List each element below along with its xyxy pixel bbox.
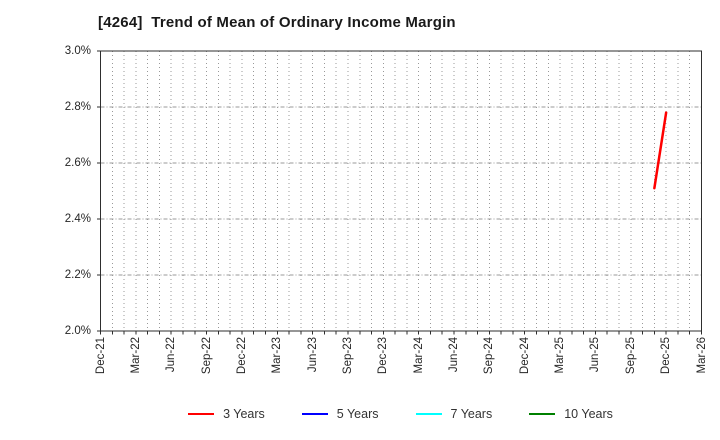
legend-item-10-years: 10 Years xyxy=(529,407,613,421)
x-tick-label: Jun-25 xyxy=(589,337,602,373)
legend-item-7-years: 7 Years xyxy=(415,407,493,421)
y-tick-label: 2.8% xyxy=(64,101,91,113)
legend-item-5-years: 5 Years xyxy=(301,407,379,421)
legend-line-swatch xyxy=(188,413,215,415)
legend-label: 5 Years xyxy=(336,407,379,421)
chart-title: [4264] Trend of Mean of Ordinary Income … xyxy=(98,14,456,31)
legend-label: 3 Years xyxy=(223,407,265,421)
legend-line-swatch xyxy=(529,413,556,415)
x-tick-label: Dec-23 xyxy=(377,337,390,375)
y-tick-label: 3.0% xyxy=(64,45,91,57)
x-tick-label: Dec-24 xyxy=(518,337,531,375)
plot-border xyxy=(99,50,703,332)
y-tick-label: 2.6% xyxy=(64,157,91,169)
x-tick-label: Mar-26 xyxy=(695,337,708,374)
x-tick-label: Dec-25 xyxy=(660,337,673,375)
legend-line-swatch xyxy=(415,413,442,415)
x-tick-label: Sep-22 xyxy=(200,337,213,375)
x-tick-label: Sep-24 xyxy=(483,337,496,375)
x-tick-label: Mar-23 xyxy=(271,337,284,374)
legend-label: 10 Years xyxy=(564,407,613,421)
x-tick-label: Mar-25 xyxy=(554,337,567,374)
x-tick-label: Jun-22 xyxy=(165,337,178,373)
x-tick-label: Mar-24 xyxy=(412,337,425,374)
legend-line-swatch xyxy=(301,413,328,415)
legend: 3 Years 5 Years 7 Years 10 Years xyxy=(100,403,701,425)
legend-label: 7 Years xyxy=(450,407,493,421)
y-tick-label: 2.4% xyxy=(64,213,91,225)
x-tick-label: Dec-22 xyxy=(235,337,248,375)
x-tick-label: Sep-25 xyxy=(624,337,637,375)
x-tick-label: Jun-24 xyxy=(448,337,461,373)
y-tick-label: 2.0% xyxy=(64,325,91,337)
x-tick-label: Sep-23 xyxy=(341,337,354,375)
y-tick-label: 2.2% xyxy=(64,269,91,281)
legend-item-3-years: 3 Years xyxy=(188,407,265,421)
series-line-3-years xyxy=(653,111,668,190)
x-tick-label: Jun-23 xyxy=(306,337,319,373)
x-tick-label: Dec-21 xyxy=(94,337,107,375)
x-tick-label: Mar-22 xyxy=(129,337,142,374)
